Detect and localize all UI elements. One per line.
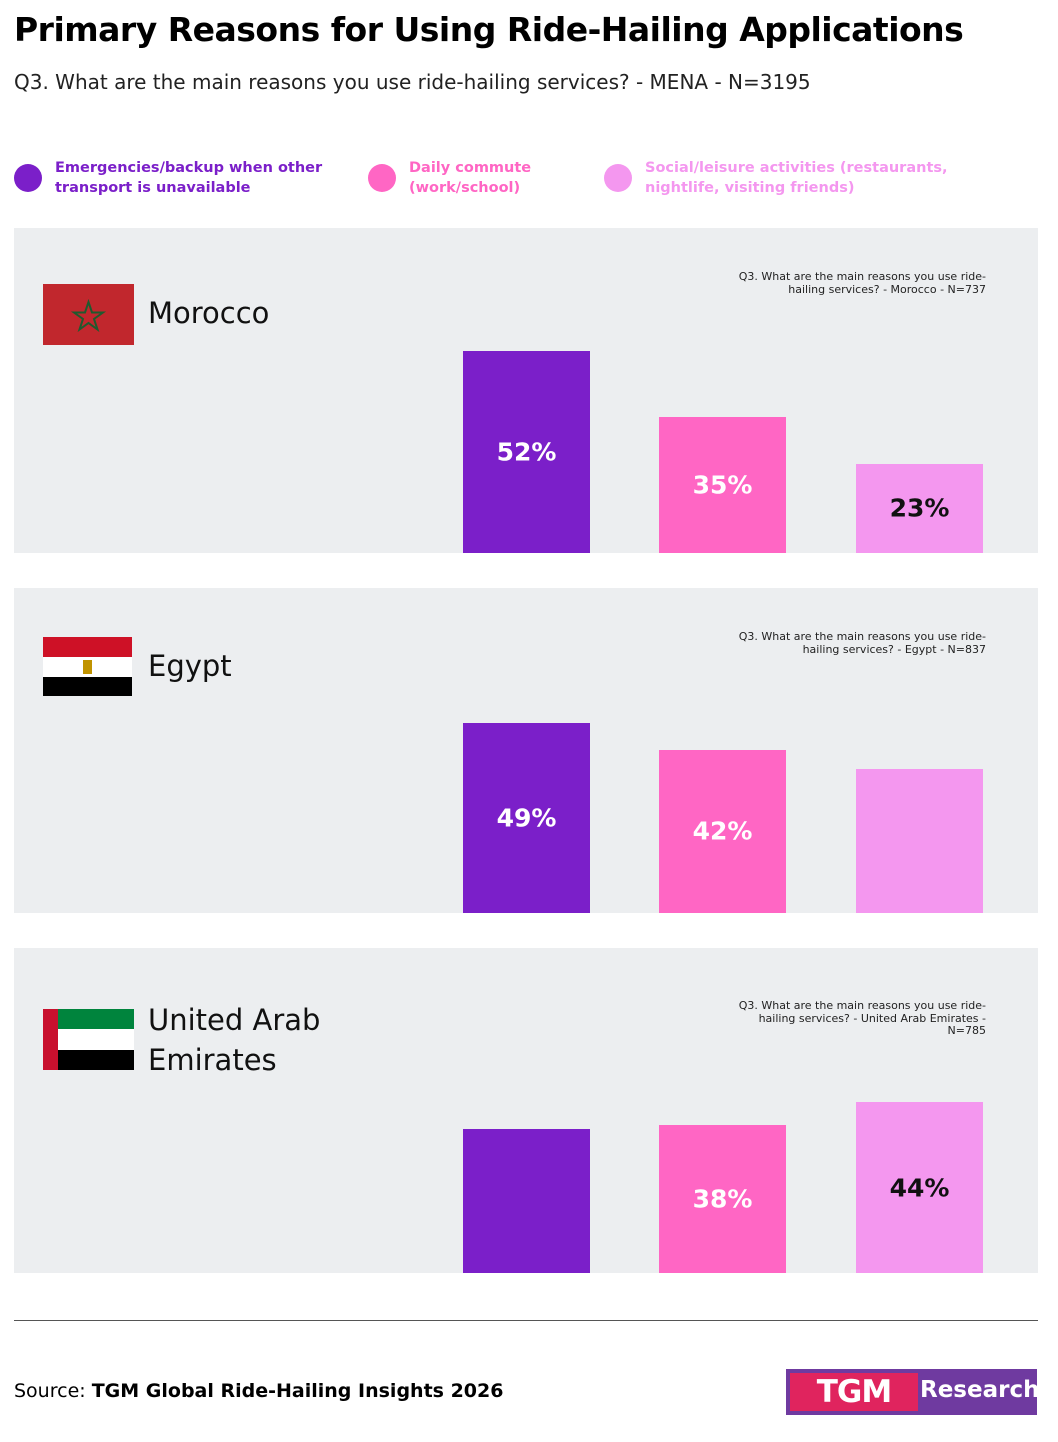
bar	[463, 1129, 590, 1273]
legend-label: Daily commute (work/school)	[409, 160, 532, 196]
legend-label: Social/leisure activities (restaurants, …	[645, 160, 948, 196]
bar	[659, 417, 786, 553]
flag	[43, 1009, 134, 1074]
chart-note: Q3. What are the main reasons you use ri…	[738, 999, 986, 1037]
bar	[463, 722, 590, 913]
value-label: 52%	[496, 437, 557, 467]
subtitle: Q3. What are the main reasons you use ri…	[14, 70, 811, 94]
legend-item: Emergencies/backup when other transport …	[14, 158, 354, 198]
chart-panel: Egypt Q3. What are the main reasons you u…	[14, 588, 1038, 913]
bar	[856, 769, 983, 913]
logo-text: Research	[920, 1377, 1040, 1403]
flag	[43, 284, 134, 349]
value-label: 49%	[496, 803, 557, 833]
logo-mark: TGM	[790, 1373, 918, 1411]
legend-label: Emergencies/backup when other transport …	[55, 160, 323, 196]
value-label: 35%	[692, 470, 753, 500]
source-name: TGM Global Ride-Hailing Insights 2026	[91, 1380, 504, 1402]
legend-swatch	[368, 164, 396, 192]
legend-swatch	[604, 164, 632, 192]
bar	[856, 1102, 983, 1273]
chart-title: United Arab Emirates	[148, 1003, 321, 1077]
chart-title: Morocco	[148, 296, 270, 330]
divider	[14, 1320, 1038, 1321]
chart-note: Q3. What are the main reasons you use ri…	[738, 270, 986, 296]
source-label: Source:	[14, 1380, 86, 1402]
bar	[659, 749, 786, 913]
logo: TGM Research	[786, 1369, 1040, 1415]
chart-title: Egypt	[148, 649, 232, 683]
chart-note: Q3. What are the main reasons you use ri…	[738, 630, 986, 656]
title: Primary Reasons for Using Ride-Hailing A…	[14, 10, 964, 49]
legend-item: Daily commute (work/school)	[368, 158, 588, 198]
flag	[43, 637, 132, 700]
chart-panel: United Arab Emirates Q3. What are the mai…	[14, 948, 1038, 1273]
source: Source: TGM Global Ride-Hailing Insights…	[14, 1380, 503, 1402]
legend-swatch	[14, 164, 42, 192]
value-label: 38%	[692, 1184, 753, 1214]
legend-item: Social/leisure activities (restaurants, …	[604, 158, 1004, 198]
bar	[463, 350, 590, 553]
bar	[659, 1125, 786, 1273]
value-label: 44%	[889, 1173, 950, 1203]
value-label: 42%	[692, 816, 753, 846]
value-label: 23%	[889, 493, 950, 523]
chart-panel: Morocco Q3. What are the main reasons you…	[14, 228, 1038, 553]
bar	[856, 463, 983, 553]
